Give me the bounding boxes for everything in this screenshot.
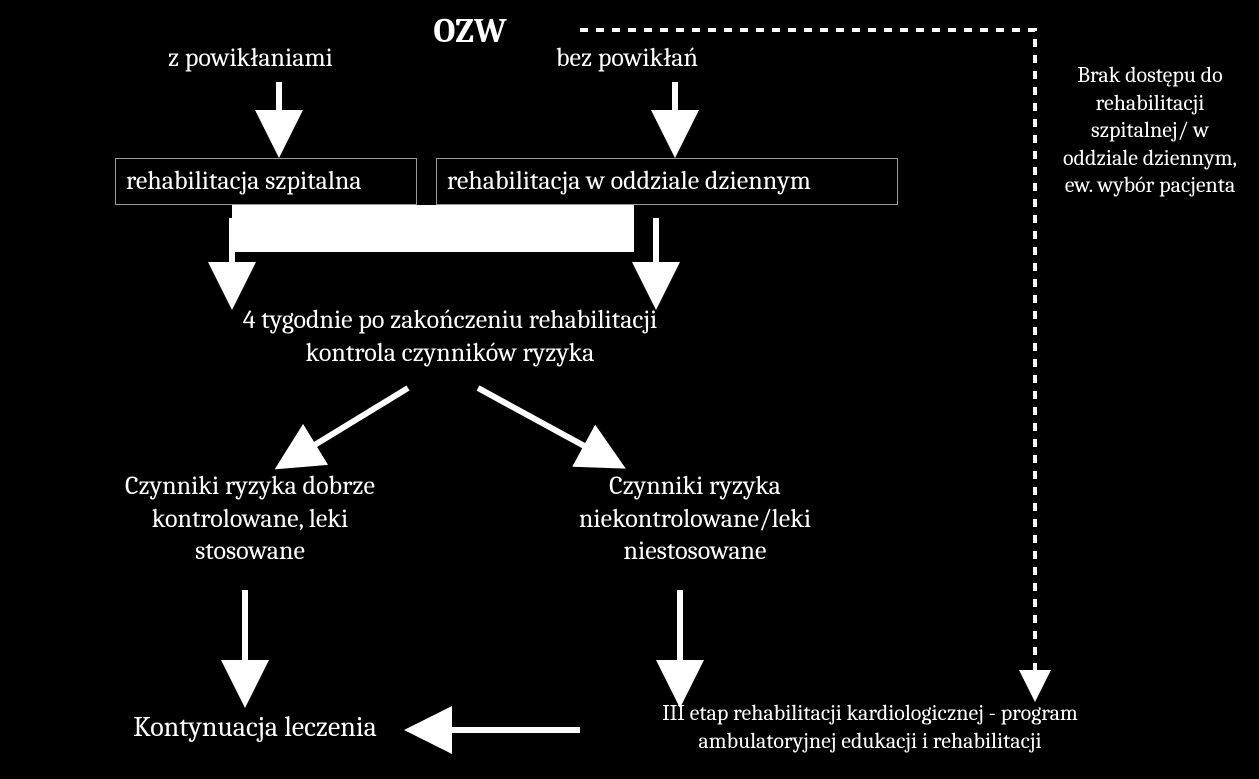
arrow-a6 [478,388,610,460]
arrow-a10 [580,30,1035,690]
arrows-overlay [0,0,1259,779]
arrow-a5 [290,388,408,460]
flowchart-stage: OZW z powikłaniami bez powikłań Brak dos… [0,0,1259,779]
